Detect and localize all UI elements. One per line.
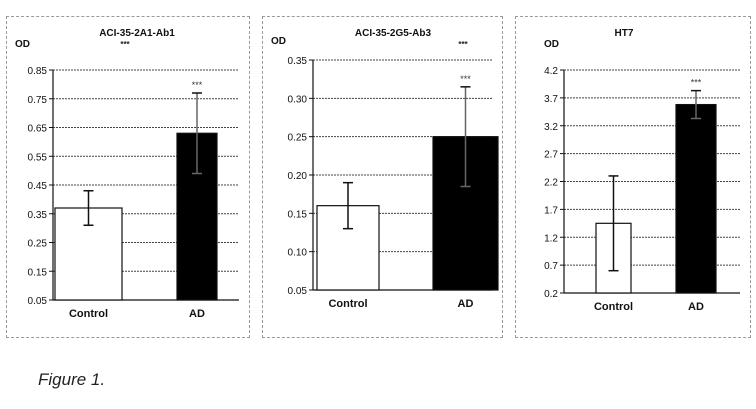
y-tick-label: 0.20 [288, 171, 308, 182]
x-tick-label-control: Control [69, 308, 108, 320]
y-tick-label: 0.05 [288, 286, 308, 297]
chart-title: ACI-35-2G5-Ab3 [355, 28, 432, 39]
y-tick-label: 0.15 [28, 267, 48, 278]
y-tick-label: 0.25 [288, 133, 308, 144]
y-tick-label: 1.2 [544, 233, 558, 244]
x-tick-label-control: Control [594, 301, 633, 313]
y-tick-label: 3.7 [544, 94, 558, 105]
y-tick-label: 4.2 [544, 66, 558, 77]
significance-mark: *** [691, 78, 702, 88]
y-tick-label: 0.45 [28, 181, 48, 192]
y-axis-label: OD [544, 39, 559, 50]
y-tick-label: 2.7 [544, 150, 558, 161]
chart-panel-aci35-2a1-ab1: ACI-35-2A1-Ab1 *** OD 0.05 0.15 0.25 0.35 0.45 0… [6, 16, 250, 338]
y-tick-label: 1.7 [544, 205, 558, 216]
y-tick-label: 0.55 [28, 152, 48, 163]
x-tick-label-ad: AD [189, 308, 205, 320]
x-tick-label-ad: AD [688, 301, 704, 313]
chart-panel-ht7: HT7 OD 0.2 0.7 1.2 1.7 2.2 2.7 3.2 3.7 4.2 Control *… [515, 16, 751, 338]
bar-chart-ht7: HT7 OD 0.2 0.7 1.2 1.7 2.2 2.7 3.2 3.7 4.2 Control *… [544, 28, 740, 313]
bar-ad [675, 103, 717, 294]
y-tick-label: 0.25 [28, 239, 48, 250]
x-tick-label-control: Control [328, 298, 367, 310]
title-significance-mark: *** [458, 40, 468, 49]
y-tick-label: 0.10 [288, 248, 308, 259]
bar-chart-aci35-2a1-ab1: ACI-35-2A1-Ab1***OD0.050.150.250.350.450… [15, 28, 239, 320]
chart-title: ACI-35-2A1-Ab1 [99, 28, 175, 39]
y-tick-label: 3.2 [544, 122, 558, 133]
y-tick-label: 0.35 [288, 56, 308, 67]
y-axis-label: OD [15, 39, 30, 50]
figure-caption: Figure 1. [38, 370, 106, 389]
y-tick-label: 0.05 [28, 296, 48, 307]
title-significance-mark: *** [120, 40, 130, 49]
y-tick-label: 0.30 [288, 94, 308, 105]
y-tick-label: 0.75 [28, 95, 48, 106]
chart-title: HT7 [615, 28, 634, 39]
y-tick-label: 0.15 [288, 209, 308, 220]
bar-chart-aci35-2g5-ab3: ACI-35-2G5-Ab3 *** OD 0.05 0.10 0.15 0.20 0.25 0… [271, 28, 499, 310]
y-tick-label: 0.85 [28, 66, 48, 77]
x-tick-label-ad: AD [458, 298, 474, 310]
y-axis-label: OD [271, 36, 286, 47]
chart-panel-aci35-2g5-ab3: ACI-35-2G5-Ab3 *** OD 0.05 0.10 0.15 0.20 0.25 0… [262, 16, 503, 338]
y-tick-label: 0.7 [544, 261, 558, 272]
y-tick-label: 2.2 [544, 178, 558, 189]
y-tick-label: 0.2 [544, 289, 558, 300]
significance-mark: *** [192, 80, 203, 90]
y-tick-label: 0.65 [28, 124, 48, 135]
y-tick-label: 0.35 [28, 210, 48, 221]
significance-mark: *** [460, 74, 471, 84]
